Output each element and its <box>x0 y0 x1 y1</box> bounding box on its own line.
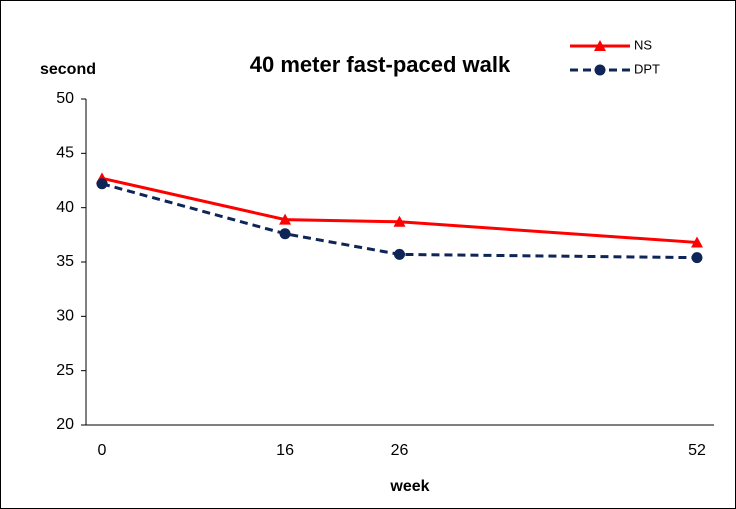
y-tick-label: 20 <box>56 416 74 433</box>
marker <box>279 213 292 225</box>
marker <box>691 252 703 264</box>
y-tick-label: 35 <box>56 253 74 270</box>
marker <box>96 178 108 190</box>
y-tick-label: 45 <box>56 145 74 162</box>
y-tick-label: 25 <box>56 362 74 379</box>
marker <box>691 236 703 248</box>
marker <box>393 215 406 227</box>
legend-marker <box>594 64 606 76</box>
y-tick-label: 40 <box>56 199 74 216</box>
legend-label: NS <box>634 37 652 52</box>
y-tick-label: 50 <box>56 90 74 107</box>
y-tick-label: 30 <box>56 308 74 325</box>
series-line <box>101 182 698 260</box>
legend-marker <box>594 40 606 51</box>
x-tick-label: 16 <box>276 442 294 459</box>
chart-title: 40 meter fast-paced walk <box>250 52 511 77</box>
y-axis-label: second <box>40 61 96 78</box>
legend-label: DPT <box>634 61 660 76</box>
marker <box>279 228 291 240</box>
x-tick-label: 26 <box>391 442 409 459</box>
x-tick-label: 0 <box>98 442 107 459</box>
x-axis-label: week <box>389 478 429 495</box>
series-line <box>101 176 698 244</box>
x-tick-label: 52 <box>688 442 706 459</box>
marker <box>394 248 405 260</box>
